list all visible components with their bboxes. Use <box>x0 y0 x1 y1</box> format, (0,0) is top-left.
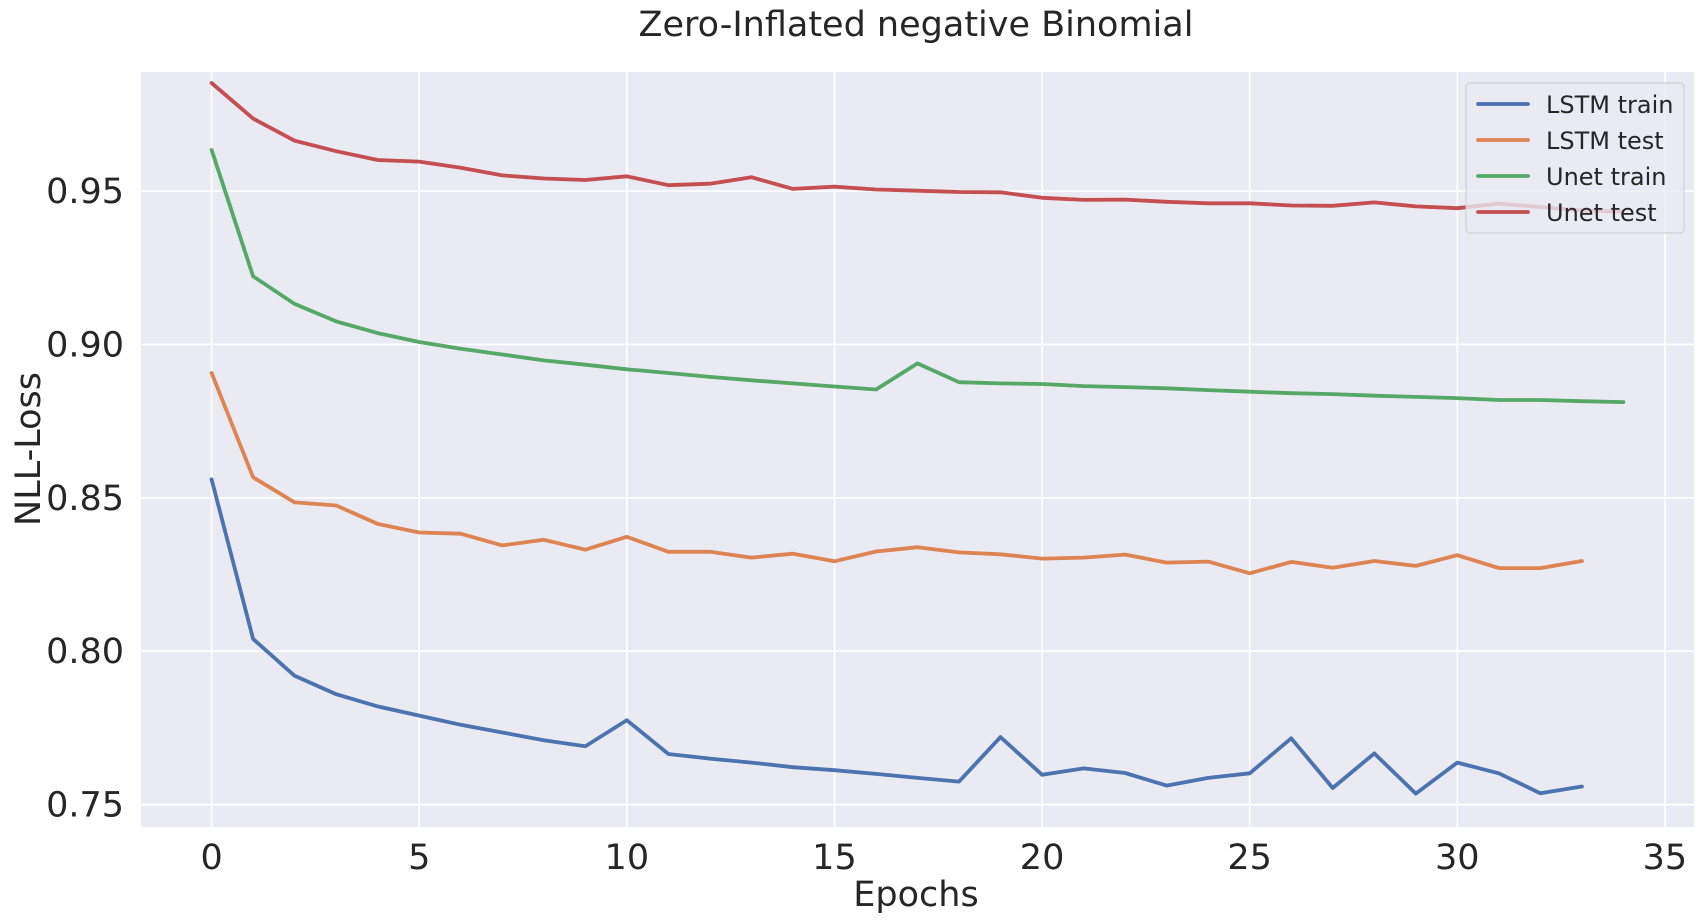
series-layer <box>209 81 1626 796</box>
y-tick-label: 0.90 <box>46 325 124 365</box>
series-line-lstm-train <box>209 477 1584 796</box>
x-tick-label: 20 <box>1020 838 1065 878</box>
y-tick-label: 0.85 <box>46 479 124 519</box>
legend-label-lstm-test: LSTM test <box>1546 127 1664 155</box>
x-axis-label: Epochs <box>853 875 978 915</box>
legend-label-lstm-train: LSTM train <box>1546 91 1673 119</box>
y-axis-ticks: 0.75 0.80 0.85 0.90 0.95 <box>46 172 124 826</box>
series-line-unet-test <box>209 81 1626 214</box>
series-line-lstm-test <box>209 371 1584 576</box>
legend-box <box>1465 82 1685 234</box>
plot-area <box>141 72 1694 827</box>
legend: LSTM train LSTM test Unet train Unet test <box>1465 82 1685 234</box>
y-tick-label: 0.75 <box>46 786 124 826</box>
series-line-unet-train <box>209 147 1626 405</box>
y-tick-label: 0.95 <box>46 172 124 212</box>
x-tick-label: 5 <box>408 838 430 878</box>
x-tick-label: 10 <box>605 838 650 878</box>
x-tick-label: 30 <box>1435 838 1480 878</box>
legend-label-unet-train: Unet train <box>1546 163 1666 191</box>
x-tick-label: 0 <box>200 838 222 878</box>
x-tick-label: 25 <box>1227 838 1272 878</box>
legend-label-unet-test: Unet test <box>1546 199 1657 227</box>
y-axis-label: NLL-Loss <box>9 372 49 526</box>
chart-title: Zero-Inflated negative Binomial <box>639 5 1194 45</box>
x-tick-label: 15 <box>812 838 857 878</box>
x-tick-label: 35 <box>1643 838 1688 878</box>
y-tick-label: 0.80 <box>46 632 124 672</box>
x-axis-ticks: 0 5 10 15 20 25 30 35 <box>200 838 1687 878</box>
